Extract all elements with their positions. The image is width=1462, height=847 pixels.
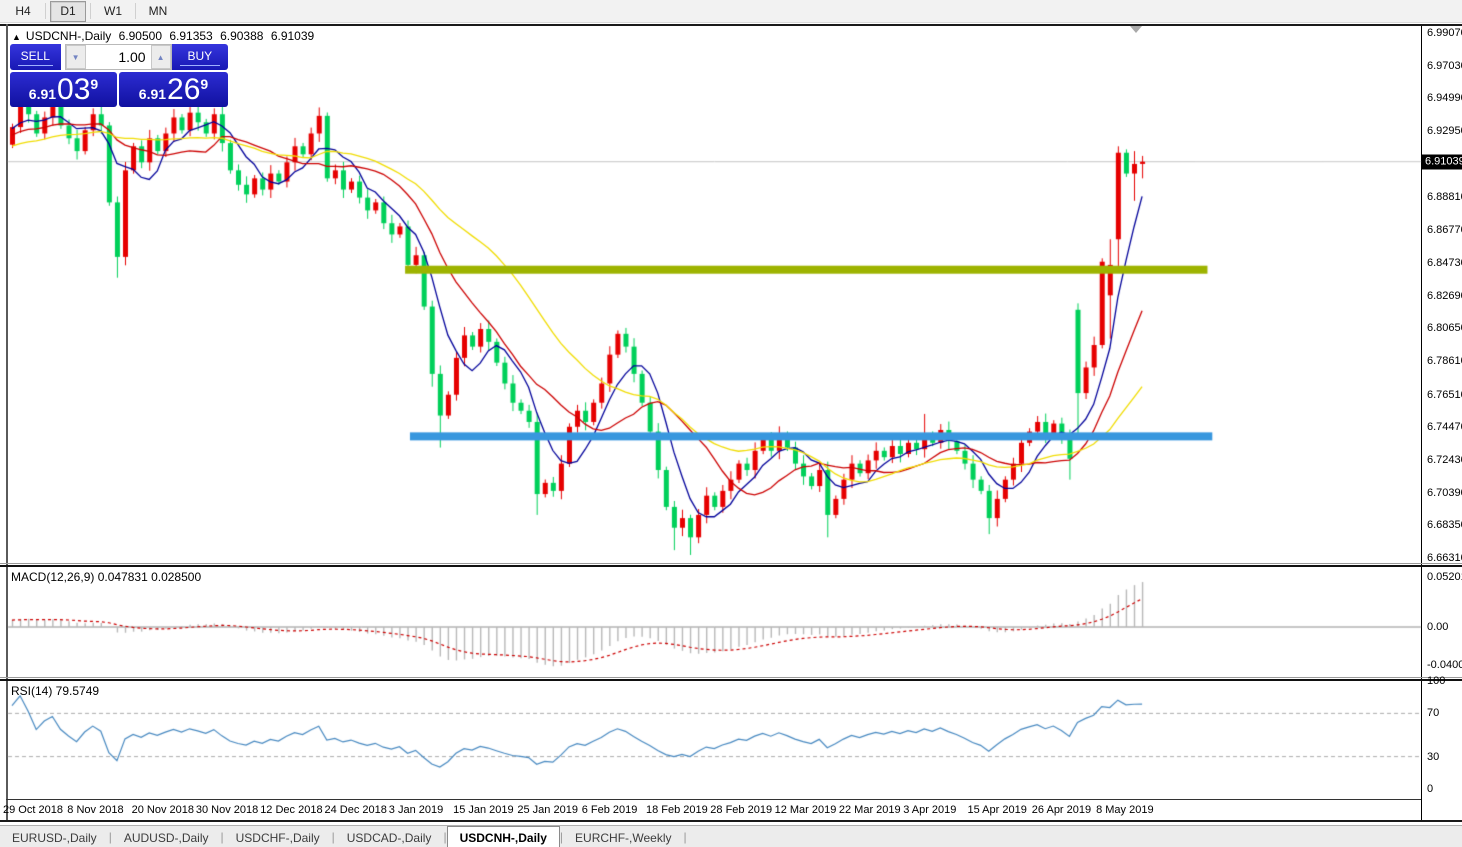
date-label: 29 Oct 2018: [3, 804, 63, 816]
sell-price-point: 9: [90, 76, 99, 92]
volume-decrease-button[interactable]: ▼: [65, 45, 86, 69]
price-tick: 6.92950: [1427, 125, 1462, 137]
tab-separator: |: [683, 830, 687, 844]
buy-price-point: 9: [200, 76, 209, 92]
chart-tab-usdcad[interactable]: USDCAD-,Daily: [346, 831, 432, 845]
sell-price-pips: 03: [57, 73, 91, 106]
buy-price-base: 6.91: [138, 86, 167, 102]
price-tick: 6.99070: [1427, 27, 1462, 39]
chart-tab-eurusd[interactable]: EURUSD-,Daily: [12, 831, 97, 845]
rsi-indicator-label: RSI(14) 79.5749: [11, 684, 100, 698]
rsi-tick: 30: [1427, 750, 1440, 763]
tab-separator: |: [331, 830, 335, 844]
price-tick: 6.74470: [1427, 421, 1462, 433]
rsi-tick: 0: [1427, 783, 1434, 795]
tab-separator: |: [108, 830, 112, 844]
date-label: 26 Apr 2019: [1031, 804, 1092, 816]
price-tick: 6.86770: [1427, 224, 1462, 236]
time-axis[interactable]: 29 Oct 2018 8 Nov 2018 20 Nov 2018 30 Nov 2…: [0, 801, 1421, 820]
rsi-scale[interactable]: 100 70 30 0: [1421, 0, 1462, 800]
date-label: 30 Nov 2018: [195, 804, 259, 816]
scroll-to-end-icon[interactable]: [1130, 26, 1142, 33]
volume-spinner: ▼ ▲: [64, 44, 172, 70]
date-label: 8 May 2019: [1096, 804, 1154, 816]
macd-tick: -0.040019: [1427, 659, 1462, 672]
macd-tick: 0.052015: [1427, 571, 1462, 583]
price-tick: 6.68350: [1427, 519, 1462, 531]
buy-button[interactable]: BUY: [171, 44, 228, 70]
date-label: 28 Feb 2019: [710, 804, 773, 816]
volume-input[interactable]: [85, 45, 151, 69]
rsi-tick: 100: [1427, 675, 1446, 687]
one-click-trading-widget: SELL ▼ ▲ BUY 6.91 03 9 6.91 26 9: [10, 44, 228, 107]
buy-price-display[interactable]: 6.91 26 9: [119, 72, 228, 107]
date-label: 15 Jan 2019: [453, 804, 514, 816]
price-tick: 6.70390: [1427, 487, 1462, 499]
date-label: 18 Feb 2019: [646, 804, 708, 816]
chart-tab-audusd[interactable]: AUDUSD-,Daily: [123, 831, 209, 845]
sell-button[interactable]: SELL: [10, 44, 61, 70]
price-tick: 6.88810: [1427, 191, 1462, 203]
date-label: 25 Jan 2019: [517, 804, 578, 816]
tab-separator: |: [559, 830, 564, 844]
price-tick: 6.97030: [1427, 60, 1462, 72]
date-label: 3 Jan 2019: [388, 804, 444, 816]
chart-tab-usdcnh[interactable]: USDCNH-,Daily: [446, 826, 560, 847]
volume-increase-button[interactable]: ▲: [150, 45, 171, 69]
date-label: 3 Apr 2019: [903, 804, 957, 816]
date-label: 24 Dec 2018: [324, 804, 387, 816]
sell-button-label: SELL: [20, 48, 50, 63]
macd-indicator-label: MACD(12,26,9) 0.047831 0.028500: [11, 570, 202, 584]
date-label: 22 Mar 2019: [838, 804, 901, 816]
current-price-label: 6.91039: [1422, 154, 1462, 170]
collapse-arrow-icon[interactable]: ▲: [12, 32, 21, 42]
chevron-down-icon: ▼: [71, 52, 80, 62]
price-tick: 6.66310: [1427, 552, 1462, 564]
chart-tab-usdchf[interactable]: USDCHF-,Daily: [235, 831, 320, 845]
date-label: 6 Feb 2019: [581, 804, 638, 816]
chart-symbol-label: USDCNH-,Daily: [25, 29, 112, 43]
date-label: 20 Nov 2018: [131, 804, 194, 816]
buy-button-label: BUY: [187, 48, 213, 63]
tab-separator: |: [220, 830, 224, 844]
chart-tab-bar: EURUSD-,Daily | AUDUSD-,Daily | USDCHF-,Dail…: [0, 825, 1462, 847]
tab-separator: |: [443, 830, 447, 844]
date-label: 12 Dec 2018: [260, 804, 323, 816]
price-scale[interactable]: 6.99070 6.97030 6.94990 6.92950 6.88810 6.867…: [1421, 0, 1462, 565]
chart-title: ▲ USDCNH-,Daily 6.90500 6.91353 6.90388 6…: [12, 29, 318, 43]
price-tick: 6.76510: [1427, 389, 1462, 401]
ohlc-low: 6.90388: [220, 29, 264, 43]
chevron-up-icon: ▲: [156, 52, 165, 62]
date-label: 12 Mar 2019: [774, 804, 837, 816]
sell-price-display[interactable]: 6.91 03 9: [10, 72, 117, 107]
price-tick: 6.80650: [1427, 322, 1462, 334]
buy-price-pips: 26: [167, 73, 201, 106]
rsi-tick: 70: [1427, 707, 1440, 720]
price-tick: 6.82690: [1427, 290, 1462, 302]
macd-scale[interactable]: 0.052015 0.00 -0.040019: [1421, 0, 1462, 680]
sell-price-base: 6.91: [28, 86, 57, 102]
price-tick: 6.78610: [1427, 355, 1462, 367]
ohlc-close: 6.91039: [270, 29, 315, 43]
price-tick: 6.94990: [1427, 92, 1462, 104]
date-label: 15 Apr 2019: [967, 804, 1027, 816]
ohlc-open: 6.90500: [118, 29, 162, 43]
date-label: 8 Nov 2018: [67, 804, 124, 816]
price-tick: 6.84730: [1427, 257, 1462, 269]
macd-tick: 0.00: [1427, 621, 1449, 633]
ohlc-high: 6.91353: [169, 29, 213, 43]
price-tick: 6.72430: [1427, 454, 1462, 466]
chart-tab-eurchf[interactable]: EURCHF-,Weekly: [575, 831, 672, 845]
